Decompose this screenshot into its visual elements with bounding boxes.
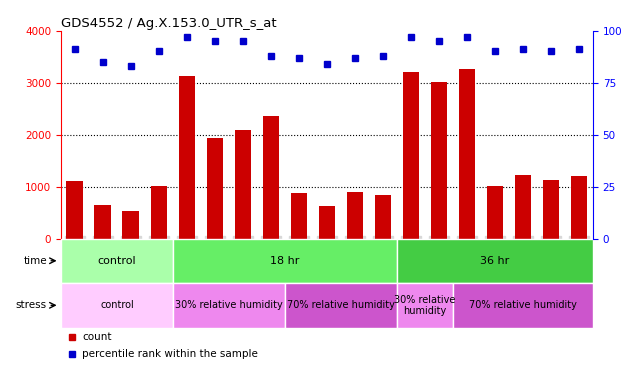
Bar: [397, 283, 453, 328]
Bar: [570, 175, 587, 238]
Text: stress: stress: [16, 300, 47, 310]
Text: control: control: [97, 256, 136, 266]
Bar: [235, 130, 251, 238]
Text: 18 hr: 18 hr: [271, 256, 299, 266]
Text: count: count: [82, 332, 112, 342]
Bar: [173, 283, 285, 328]
Bar: [542, 180, 560, 238]
Bar: [319, 206, 335, 238]
Bar: [431, 82, 447, 238]
Text: time: time: [23, 256, 47, 266]
Bar: [178, 76, 196, 238]
Text: GDS4552 / Ag.X.153.0_UTR_s_at: GDS4552 / Ag.X.153.0_UTR_s_at: [61, 17, 276, 30]
Bar: [61, 238, 173, 283]
Bar: [397, 238, 593, 283]
Bar: [285, 283, 397, 328]
Bar: [515, 175, 531, 238]
Bar: [67, 181, 83, 238]
Text: 30% relative
humidity: 30% relative humidity: [394, 295, 456, 316]
Bar: [453, 283, 593, 328]
Bar: [458, 69, 476, 238]
Bar: [263, 116, 279, 238]
Text: 70% relative humidity: 70% relative humidity: [469, 300, 577, 310]
Text: 36 hr: 36 hr: [480, 256, 510, 266]
Text: percentile rank within the sample: percentile rank within the sample: [82, 349, 258, 359]
Bar: [122, 211, 139, 238]
Bar: [61, 283, 173, 328]
Text: control: control: [100, 300, 134, 310]
Bar: [374, 195, 391, 238]
Bar: [290, 193, 307, 238]
Text: 70% relative humidity: 70% relative humidity: [287, 300, 395, 310]
Bar: [403, 72, 419, 238]
Bar: [151, 185, 167, 238]
Bar: [173, 238, 397, 283]
Bar: [347, 192, 363, 238]
Bar: [94, 205, 112, 238]
Bar: [206, 138, 223, 238]
Text: 30% relative humidity: 30% relative humidity: [175, 300, 283, 310]
Bar: [487, 185, 503, 238]
